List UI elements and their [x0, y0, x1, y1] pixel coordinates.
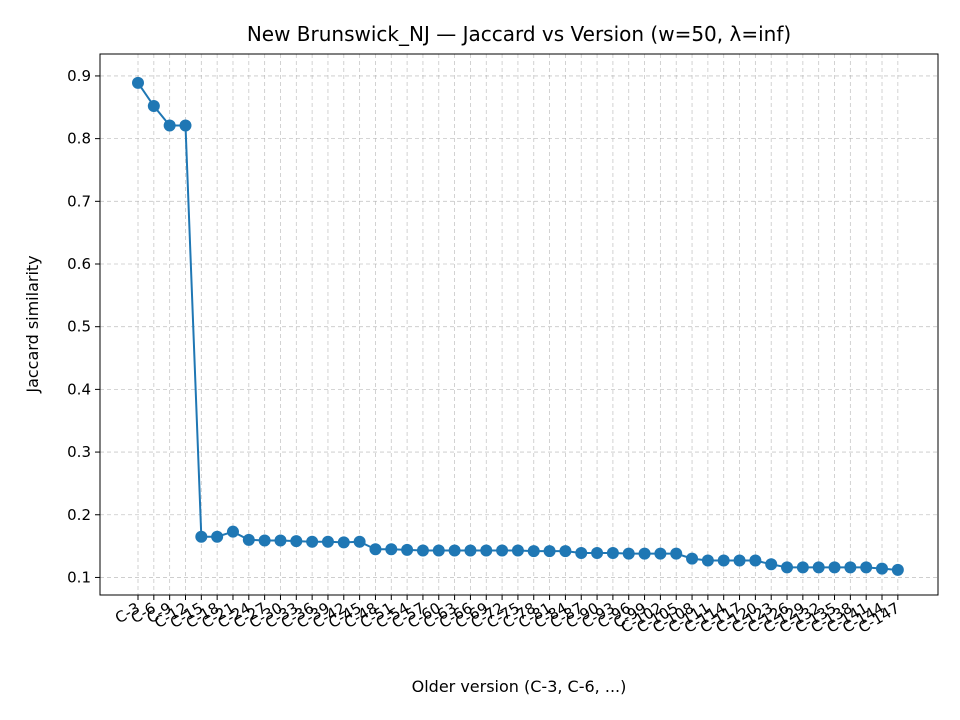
data-point	[258, 534, 271, 547]
data-point	[749, 554, 762, 567]
chart-title: New Brunswick_NJ — Jaccard vs Version (w…	[247, 22, 791, 46]
data-point	[369, 543, 382, 556]
data-point	[290, 535, 303, 548]
data-point	[654, 547, 667, 560]
data-point	[163, 119, 176, 132]
data-point	[559, 545, 572, 558]
data-point	[796, 561, 809, 574]
data-point	[448, 544, 461, 557]
data-point	[606, 546, 619, 559]
y-tick-label: 0.7	[67, 192, 91, 210]
data-point	[575, 546, 588, 559]
y-tick-label: 0.2	[67, 506, 91, 524]
data-point	[812, 561, 825, 574]
data-point	[211, 530, 224, 543]
data-point	[401, 543, 414, 556]
y-tick-label: 0.6	[67, 255, 91, 273]
data-point	[321, 535, 334, 548]
y-tick-label: 0.8	[67, 130, 91, 148]
data-point	[591, 546, 604, 559]
y-tick-label: 0.5	[67, 318, 91, 336]
data-point	[132, 76, 144, 89]
data-point	[844, 561, 857, 574]
y-tick-label: 0.4	[67, 380, 91, 398]
data-point	[353, 535, 366, 548]
data-point	[432, 544, 445, 557]
data-point	[480, 544, 493, 557]
data-point	[733, 554, 746, 567]
data-point	[781, 561, 794, 574]
y-tick-label: 0.9	[67, 67, 91, 85]
data-point	[701, 554, 714, 567]
data-point	[527, 545, 540, 558]
y-tick-label: 0.3	[67, 443, 91, 461]
data-point	[686, 552, 699, 565]
data-point	[496, 544, 509, 557]
data-point	[717, 554, 730, 567]
data-point	[876, 562, 889, 575]
data-point	[195, 530, 208, 543]
data-point	[242, 533, 255, 546]
data-point	[306, 535, 319, 548]
data-point	[226, 525, 239, 538]
data-point	[511, 544, 524, 557]
data-point	[765, 558, 778, 571]
data-point	[891, 563, 904, 576]
y-tick-label: 0.1	[67, 568, 91, 586]
data-point	[860, 561, 873, 574]
y-axis-ticks: 0.1 0.2 0.3 0.4 0.5 0.6 0.7 0.8 0.9	[67, 67, 100, 586]
y-axis-label: Jaccard similarity	[23, 255, 42, 393]
data-point	[147, 100, 160, 113]
data-point	[622, 547, 635, 560]
data-point	[638, 547, 651, 560]
data-point	[670, 547, 683, 560]
data-point	[385, 543, 398, 556]
data-point	[416, 544, 429, 557]
x-axis-label: Older version (C-3, C-6, ...)	[412, 677, 627, 696]
series-points	[132, 76, 904, 576]
data-point	[543, 545, 556, 558]
data-point	[179, 119, 192, 132]
data-point	[828, 561, 841, 574]
data-point	[337, 536, 350, 549]
plot-frame	[99, 53, 939, 596]
data-point	[274, 534, 287, 547]
x-axis-ticks: C-3C-6C-9C-12C-15C-18C-21C-24C-27C-30C-3…	[112, 595, 903, 637]
grid-lines	[100, 54, 938, 595]
data-point	[464, 544, 477, 557]
